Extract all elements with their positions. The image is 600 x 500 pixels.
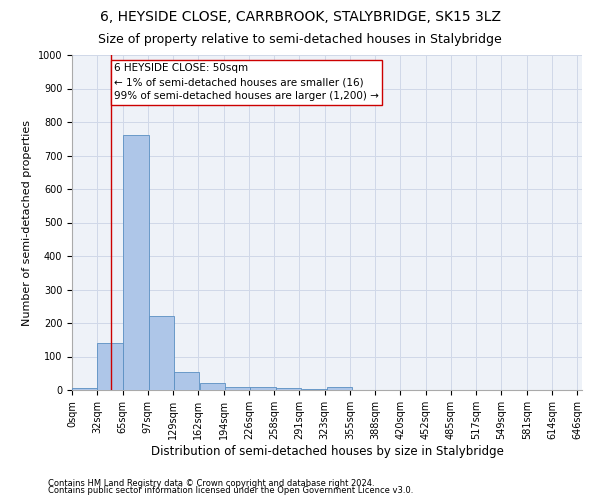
Text: Contains public sector information licensed under the Open Government Licence v3: Contains public sector information licen… (48, 486, 413, 495)
Bar (72, 388, 97, 390)
Text: 6, HEYSIDE CLOSE, CARRBROOK, STALYBRIDGE, SK15 3LZ: 6, HEYSIDE CLOSE, CARRBROOK, STALYBRIDGE… (100, 10, 500, 24)
Bar (250, 388, 275, 390)
Bar (149, 316, 174, 390)
Text: Size of property relative to semi-detached houses in Stalybridge: Size of property relative to semi-detach… (98, 32, 502, 46)
Text: Contains HM Land Registry data © Crown copyright and database right 2024.: Contains HM Land Registry data © Crown c… (48, 478, 374, 488)
Bar (124, 136, 149, 390)
X-axis label: Distribution of semi-detached houses by size in Stalybridge: Distribution of semi-detached houses by … (151, 444, 503, 458)
Bar (200, 384, 225, 390)
Bar (275, 388, 301, 390)
Bar (302, 389, 327, 390)
Text: 6 HEYSIDE CLOSE: 50sqm
← 1% of semi-detached houses are smaller (16)
99% of semi: 6 HEYSIDE CLOSE: 50sqm ← 1% of semi-deta… (114, 64, 379, 102)
Bar (225, 386, 250, 390)
Y-axis label: Number of semi-detached properties: Number of semi-detached properties (22, 120, 32, 326)
Bar (327, 386, 352, 390)
Bar (97, 343, 122, 390)
Bar (174, 372, 199, 390)
